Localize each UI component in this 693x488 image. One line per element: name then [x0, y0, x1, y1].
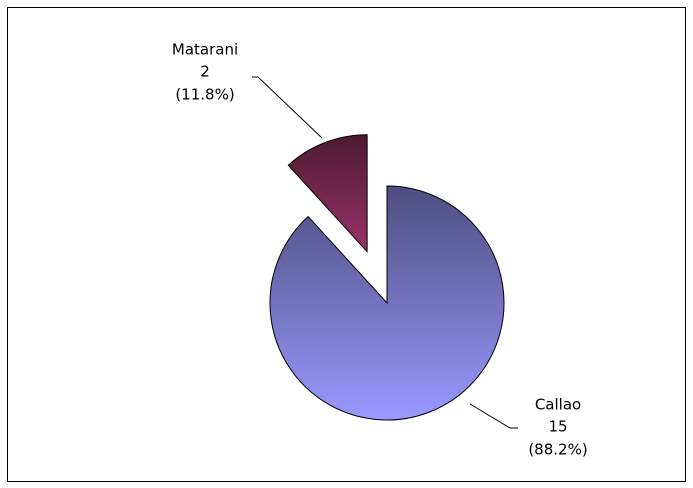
slice-label-percent: (11.8%) — [175, 86, 234, 104]
pie-slice — [269, 185, 505, 421]
leader-line — [252, 76, 323, 139]
slice-label-name: Matarani — [172, 41, 238, 59]
chart-border — [7, 7, 686, 482]
slice-label-value: 15 — [548, 418, 567, 436]
pie-slice — [287, 134, 368, 254]
slice-label-value: 2 — [200, 63, 210, 81]
slice-label-percent: (88.2%) — [528, 441, 587, 459]
leader-line — [469, 403, 518, 429]
slice-label-name: Callao — [535, 396, 581, 414]
